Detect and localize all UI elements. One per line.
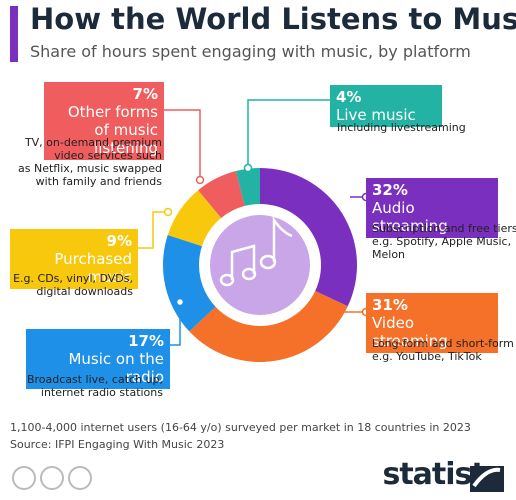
donut-slice: [235, 168, 260, 206]
percent-label: 31%: [372, 296, 408, 314]
category-label: Live music: [336, 106, 416, 124]
accent-bar: [10, 6, 18, 62]
description-line: Subscription and free tiers: [372, 222, 516, 235]
category-label: Music on the radio: [68, 350, 164, 386]
music-note-icon: [219, 215, 293, 287]
note-head: [219, 273, 235, 287]
description: Broadcast live, catch up, internet radio …: [27, 373, 163, 399]
category-label: Audio streaming: [372, 199, 448, 235]
footnote: 1,100-4,000 internet users (16-64 y/o) s…: [10, 421, 471, 434]
category-label: Other forms of music listening: [67, 103, 158, 157]
percent-label: 9%: [106, 232, 132, 250]
donut-slice: [189, 290, 348, 362]
description-line: digital downloads: [36, 285, 133, 298]
category-label: Purchased music: [54, 250, 132, 286]
description-line: Including livestreaming: [337, 121, 466, 134]
connector-dot: [243, 163, 253, 173]
percent-label: 7%: [132, 85, 158, 103]
percent-label: 4%: [336, 88, 362, 106]
description: Including livestreaming: [337, 121, 466, 134]
note-head: [259, 254, 277, 270]
connector-dot: [163, 207, 173, 217]
description-line: TV, on-demand premium: [24, 136, 162, 149]
label-box: 4% Live music: [330, 85, 442, 127]
description: E.g. CDs, vinyl, DVDs, digital downloads: [13, 272, 133, 298]
note-shape: [230, 244, 256, 280]
donut-slice: [198, 171, 245, 218]
note-shape: [272, 215, 293, 262]
label-box: 17% Music on the radio: [26, 329, 170, 389]
description-line: E.g. CDs, vinyl, DVDs,: [13, 272, 133, 285]
center-circle: [210, 215, 310, 315]
description-line: video services such: [54, 149, 162, 162]
category-label: Video streaming: [372, 314, 448, 350]
connector-line: [247, 99, 330, 168]
percent-label: 17%: [128, 332, 164, 350]
label-box: 31% Video streaming: [366, 293, 498, 353]
description-line: Melon: [372, 248, 406, 261]
connector-line: [170, 302, 181, 346]
donut-slice: [167, 190, 222, 247]
description-line: with family and friends: [35, 175, 162, 188]
connector-dot: [195, 175, 205, 185]
description-line: e.g. Spotify, Apple Music,: [372, 235, 512, 248]
percent-label: 32%: [372, 181, 408, 199]
donut-slice: [163, 235, 216, 332]
label-box: 9% Purchased music: [10, 229, 138, 289]
connector-line: [164, 109, 201, 180]
description: Subscription and free tiers e.g. Spotify,…: [372, 222, 516, 261]
label-box: 7% Other forms of music listening: [44, 82, 164, 160]
chart-title: How the World Listens to Music: [30, 2, 516, 36]
source: Source: IFPI Engaging With Music 2023: [10, 438, 225, 451]
description: TV, on-demand premium video services such…: [18, 136, 162, 188]
description-line: e.g. YouTube, TikTok: [372, 350, 482, 363]
description-line: Broadcast live, catch up,: [26, 373, 163, 386]
description: Long-form and short-form e.g. YouTube, Ti…: [372, 337, 514, 363]
description-line: as Netflix, music swapped: [18, 162, 162, 175]
note-head: [241, 267, 257, 281]
description-line: internet radio stations: [40, 386, 163, 399]
donut-slice: [260, 168, 357, 307]
connector-dot: [175, 297, 185, 307]
brand-logo: statista: [382, 457, 505, 492]
connector-line: [138, 211, 168, 249]
description-line: Long-form and short-form: [372, 337, 514, 350]
chart-subtitle: Share of hours spent engaging with music…: [30, 42, 471, 61]
label-box: 32% Audio streaming: [366, 178, 498, 238]
